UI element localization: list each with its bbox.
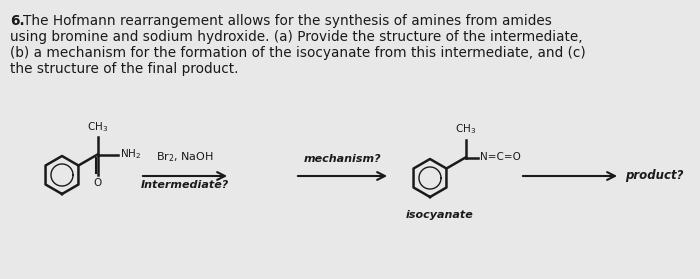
- Text: O: O: [93, 177, 102, 187]
- Text: mechanism?: mechanism?: [304, 154, 382, 164]
- Text: using bromine and sodium hydroxide. (a) Provide the structure of the intermediat: using bromine and sodium hydroxide. (a) …: [10, 30, 582, 44]
- Text: isocyanate: isocyanate: [406, 210, 474, 220]
- Text: Br$_2$, NaOH: Br$_2$, NaOH: [156, 150, 214, 164]
- Text: CH$_3$: CH$_3$: [87, 120, 108, 133]
- Text: 6.: 6.: [10, 14, 25, 28]
- Text: Intermediate?: Intermediate?: [141, 180, 229, 190]
- Text: product?: product?: [625, 170, 683, 182]
- Text: NH$_2$: NH$_2$: [120, 148, 141, 161]
- Text: N=C=O: N=C=O: [480, 153, 520, 162]
- Text: The Hofmann rearrangement allows for the synthesis of amines from amides: The Hofmann rearrangement allows for the…: [23, 14, 552, 28]
- Text: the structure of the final product.: the structure of the final product.: [10, 62, 239, 76]
- Text: CH$_3$: CH$_3$: [455, 123, 476, 136]
- Text: (b) a mechanism for the formation of the isocyanate from this intermediate, and : (b) a mechanism for the formation of the…: [10, 46, 586, 60]
